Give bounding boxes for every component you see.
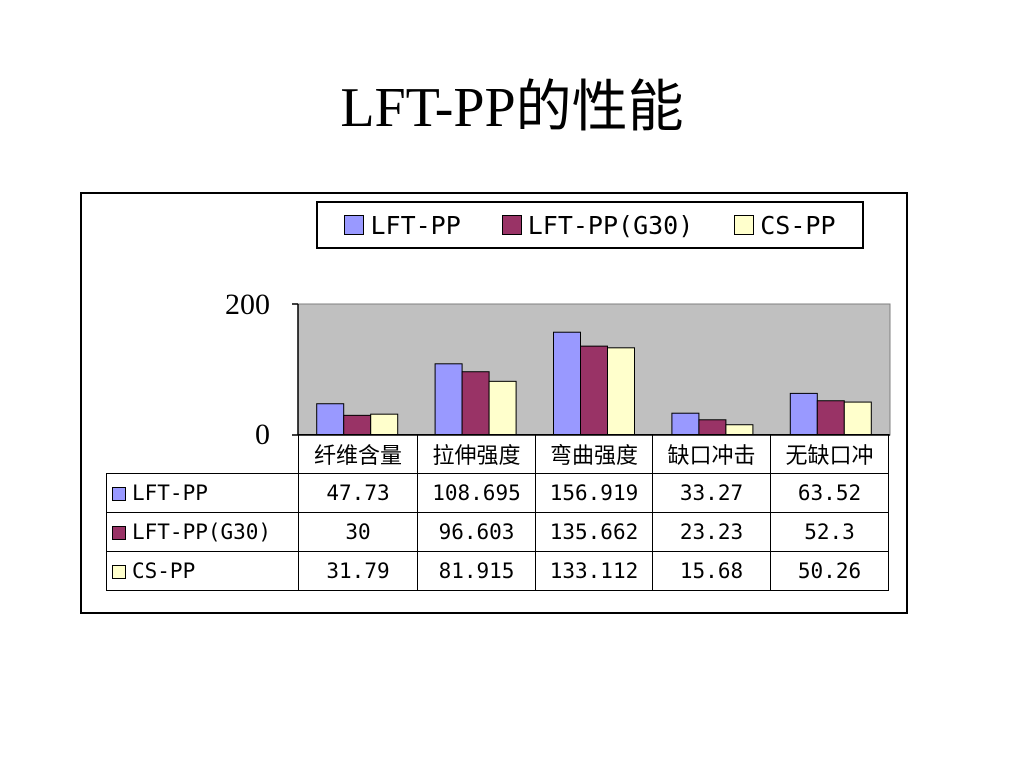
- bar: [488, 380, 517, 436]
- slide-title: LFT-PP的性能: [340, 77, 684, 139]
- row-swatch-lft-pp: [112, 487, 126, 501]
- row-header-cs-pp: CS-PP: [106, 551, 299, 591]
- table-cell: 15.68: [652, 551, 771, 591]
- table-cell: 108.695: [417, 473, 536, 513]
- table-cell: 30: [298, 512, 418, 552]
- bar: [580, 345, 608, 436]
- bar: [434, 363, 463, 436]
- category-label-flexural-strength: 弯曲强度: [535, 434, 653, 474]
- row-header-lft-pp: LFT-PP: [106, 473, 299, 513]
- table-cell: 63.52: [770, 473, 889, 513]
- legend-swatch-lft-pp-g30: [501, 215, 522, 235]
- category-label-tensile-strength: 拉伸强度: [417, 434, 536, 474]
- data-table: 纤维含量 拉伸强度 弯曲强度 缺口冲击 无缺口冲 LFT-PP 47.73 10…: [106, 434, 889, 591]
- bar: [316, 403, 345, 436]
- data-table-header-row: 纤维含量 拉伸强度 弯曲强度 缺口冲击 无缺口冲: [106, 434, 889, 474]
- data-table-row-lft-pp-g30: LFT-PP(G30) 30 96.603 135.662 23.23 52.3: [106, 512, 889, 552]
- bar: [370, 413, 399, 436]
- table-cell: 50.26: [770, 551, 889, 591]
- bar: [607, 347, 635, 436]
- legend-label-lft-pp: LFT-PP: [370, 210, 461, 240]
- category-label-fiber-content: 纤维含量: [298, 434, 418, 474]
- category-label-unnotched-impact: 无缺口冲: [770, 434, 889, 474]
- row-swatch-lft-pp-g30: [112, 526, 126, 540]
- y-tick-label-max: 200: [225, 288, 270, 321]
- table-cell: 47.73: [298, 473, 418, 513]
- bar: [671, 412, 700, 436]
- category-label-notched-impact: 缺口冲击: [652, 434, 771, 474]
- bar: [553, 331, 581, 436]
- table-cell: 133.112: [535, 551, 653, 591]
- legend-label-lft-pp-g30: LFT-PP(G30): [527, 210, 694, 240]
- row-label-lft-pp-g30: LFT-PP(G30): [132, 520, 272, 544]
- legend-item-cs-pp: CS-PP: [734, 210, 836, 240]
- bar: [461, 371, 490, 436]
- table-cell: 156.919: [535, 473, 653, 513]
- data-table-row-cs-pp: CS-PP 31.79 81.915 133.112 15.68 50.26: [106, 551, 889, 591]
- table-cell: 96.603: [417, 512, 536, 552]
- bar: [343, 414, 372, 436]
- table-cell: 33.27: [652, 473, 771, 513]
- bar: [789, 392, 818, 436]
- table-cell: 81.915: [417, 551, 536, 591]
- table-cell: 31.79: [298, 551, 418, 591]
- bar: [843, 401, 872, 436]
- data-table-corner: [106, 434, 299, 474]
- legend-swatch-lft-pp: [344, 215, 365, 235]
- row-label-cs-pp: CS-PP: [132, 559, 196, 583]
- data-table-row-lft-pp: LFT-PP 47.73 108.695 156.919 33.27 63.52: [106, 473, 889, 513]
- chart-legend: LFT-PP LFT-PP(G30) CS-PP: [316, 201, 864, 249]
- row-label-lft-pp: LFT-PP: [132, 481, 208, 505]
- legend-item-lft-pp-g30: LFT-PP(G30): [501, 210, 694, 240]
- table-cell: 52.3: [770, 512, 889, 552]
- bar: [698, 419, 727, 436]
- legend-label-cs-pp: CS-PP: [760, 210, 836, 240]
- table-cell: 135.662: [535, 512, 653, 552]
- legend-swatch-cs-pp: [734, 215, 755, 235]
- row-header-lft-pp-g30: LFT-PP(G30): [106, 512, 299, 552]
- legend-item-lft-pp: LFT-PP: [344, 210, 461, 240]
- table-cell: 23.23: [652, 512, 771, 552]
- bar: [816, 400, 845, 436]
- row-swatch-cs-pp: [112, 565, 126, 579]
